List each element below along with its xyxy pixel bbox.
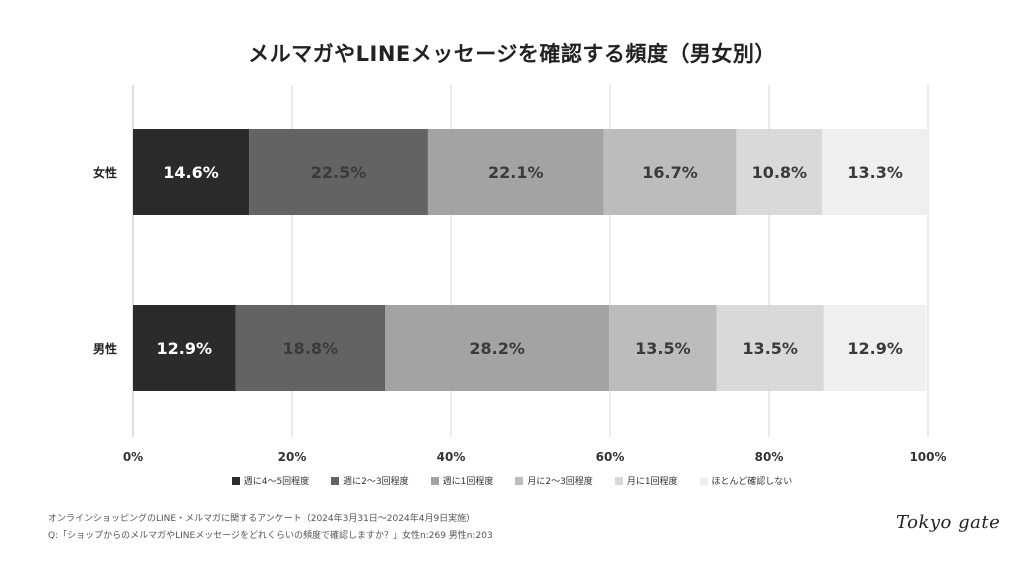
bar-segment xyxy=(736,129,823,215)
bar-segment xyxy=(609,305,717,391)
data-label: 12.9% xyxy=(847,339,903,358)
bar-segment xyxy=(249,129,428,215)
bar-segment xyxy=(235,305,386,391)
bar-segment xyxy=(603,129,737,215)
legend-item: 週に4〜5回程度 xyxy=(231,474,310,487)
legend-item: ほとんど確認しない xyxy=(699,474,793,487)
bar-segment xyxy=(385,305,610,391)
legend-swatch xyxy=(515,476,524,485)
data-label: 18.8% xyxy=(283,339,339,358)
bar-segment xyxy=(133,305,236,391)
data-label: 13.5% xyxy=(635,339,691,358)
x-tick-label: 20% xyxy=(278,450,307,464)
x-tick-label: 100% xyxy=(909,450,946,464)
bar-segment xyxy=(133,129,250,215)
x-tick-label: 0% xyxy=(123,450,143,464)
survey-note: オンラインショッピングのLINE・メルマガに関するアンケート（2024年3月31… xyxy=(48,514,476,524)
bar-segment xyxy=(823,305,927,391)
legend-item: 週に1回程度 xyxy=(430,474,494,487)
data-label: 13.3% xyxy=(847,163,903,182)
x-tick-label: 80% xyxy=(755,450,784,464)
legend-swatch xyxy=(430,476,439,485)
question-note: Q:「ショップからのメルマガやLINEメッセージをどれくらいの頻度で確認しますか… xyxy=(48,531,493,541)
legend-swatch xyxy=(331,476,340,485)
data-label: 28.2% xyxy=(469,339,525,358)
data-label: 12.9% xyxy=(157,339,213,358)
legend-swatch xyxy=(231,476,240,485)
legend-item: 月に2〜3回程度 xyxy=(515,474,593,487)
legend-label: 週に2〜3回程度 xyxy=(343,477,409,487)
legend-label: ほとんど確認しない xyxy=(711,477,793,487)
legend-item: 月に1回程度 xyxy=(614,474,678,487)
data-label: 13.5% xyxy=(742,339,798,358)
legend-label: 月に2〜3回程度 xyxy=(527,477,593,487)
category-label: 男性 xyxy=(93,341,117,356)
data-label: 22.1% xyxy=(488,163,544,182)
bar-segment xyxy=(716,305,824,391)
chart-legend: 週に4〜5回程度 週に2〜3回程度 週に1回程度 月に2〜3回程度 月に1回程度 ほとんど… xyxy=(0,474,1024,487)
legend-label: 月に1回程度 xyxy=(626,477,678,487)
legend-swatch xyxy=(614,476,623,485)
chart-title: メルマガやLINEメッセージを確認する頻度（男女別） xyxy=(248,42,776,66)
category-label: 女性 xyxy=(93,165,117,180)
legend-swatch xyxy=(699,476,708,485)
legend-label: 週に4〜5回程度 xyxy=(243,477,310,487)
footnotes: オンラインショッピングのLINE・メルマガに関するアンケート（2024年3月31… xyxy=(48,511,493,545)
bar-segment xyxy=(822,129,928,215)
data-label: 10.8% xyxy=(752,163,808,182)
data-label: 22.5% xyxy=(311,163,367,182)
x-tick-label: 40% xyxy=(437,450,466,464)
data-label: 16.7% xyxy=(642,163,698,182)
brand-logo: Tokyo gate xyxy=(896,512,1001,533)
legend-item: 週に2〜3回程度 xyxy=(331,474,409,487)
data-label: 14.6% xyxy=(163,163,219,182)
bar-segment xyxy=(427,129,604,215)
x-tick-label: 60% xyxy=(596,450,625,464)
legend-label: 週に1回程度 xyxy=(442,477,494,487)
